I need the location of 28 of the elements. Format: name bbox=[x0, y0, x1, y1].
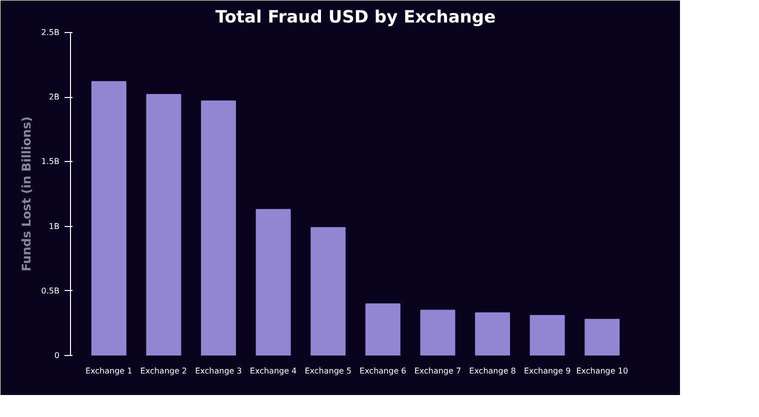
bar bbox=[310, 227, 346, 356]
x-tick-label: Exchange 8 bbox=[469, 366, 516, 376]
y-axis-title: Funds Lost (in Billions) bbox=[19, 116, 34, 272]
x-tick-label: Exchange 7 bbox=[414, 366, 462, 376]
x-tick-label: Exchange 1 bbox=[86, 366, 132, 376]
bar bbox=[256, 209, 291, 356]
x-tick-label: Exchange 10 bbox=[576, 366, 628, 376]
bar bbox=[200, 100, 236, 356]
bar bbox=[91, 81, 126, 356]
y-tick-label: 2.5B bbox=[41, 28, 60, 37]
x-tick-label: Exchange 6 bbox=[360, 366, 406, 376]
x-tick-label: Exchange 2 bbox=[140, 366, 188, 376]
x-tick-label: Exchange 5 bbox=[304, 366, 352, 376]
bar bbox=[365, 303, 400, 356]
bar bbox=[420, 310, 456, 356]
y-tick-label: 2B bbox=[48, 92, 60, 102]
bar bbox=[584, 318, 620, 356]
bar bbox=[146, 94, 182, 356]
y-tick-label: 1B bbox=[48, 222, 60, 231]
x-tick-label: Exchange 4 bbox=[250, 366, 297, 376]
chart-title: Total Fraud USD by Exchange bbox=[215, 8, 496, 28]
y-tick-label: 0 bbox=[54, 351, 60, 360]
y-tick-label: 0.5B bbox=[41, 286, 60, 296]
y-tick-label: 1.5B bbox=[41, 157, 60, 166]
x-tick-label: Exchange 3 bbox=[195, 366, 242, 376]
bar bbox=[530, 314, 565, 356]
x-tick-label: Exchange 9 bbox=[524, 366, 571, 376]
bar bbox=[475, 312, 510, 356]
